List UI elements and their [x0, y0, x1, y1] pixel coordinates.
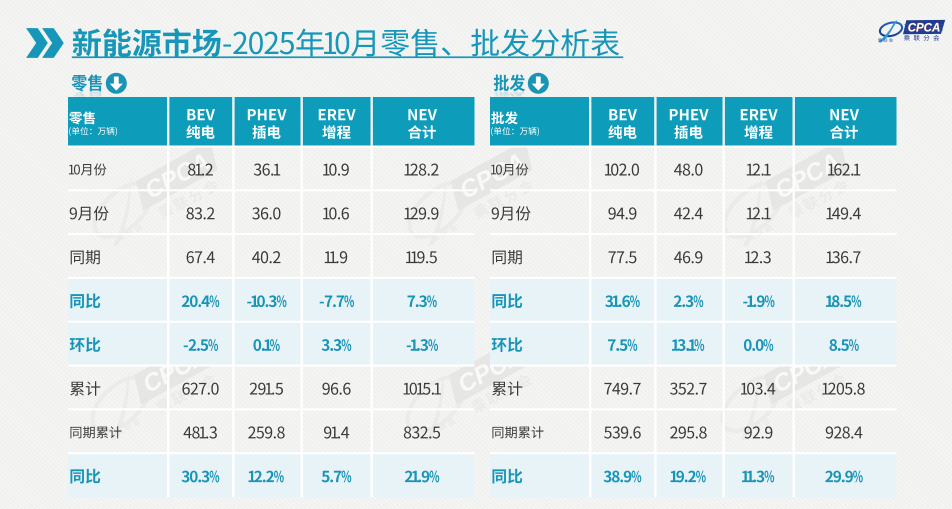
svg-text:CPCA: CPCA	[908, 22, 941, 34]
